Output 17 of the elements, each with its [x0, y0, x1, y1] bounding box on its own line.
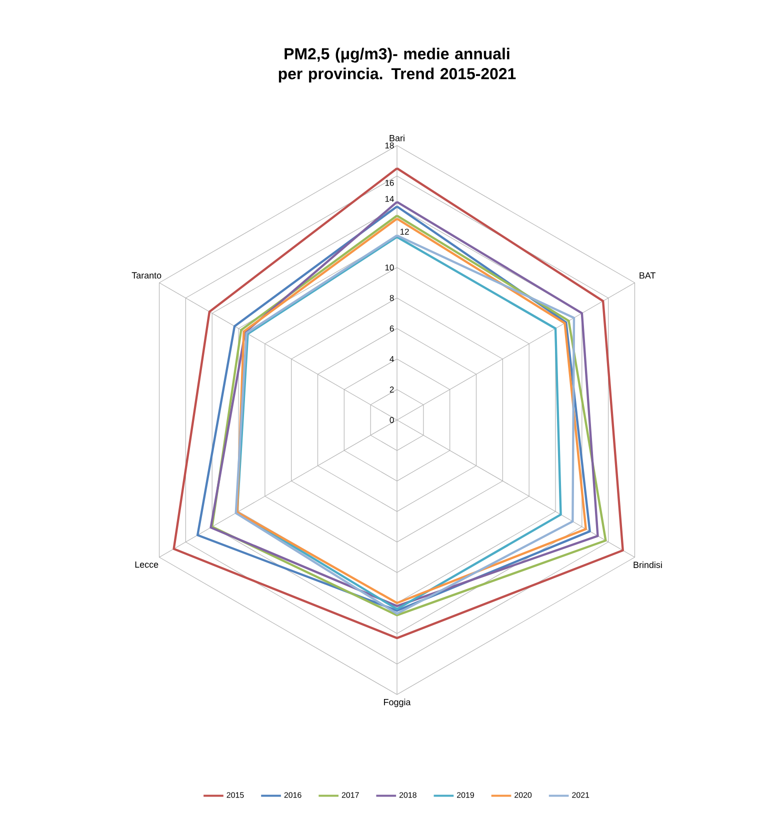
spoke-label: Brindisi [634, 561, 662, 568]
y-tick-label: 0 [390, 417, 394, 423]
y-tick-label: 10 [385, 264, 394, 270]
spoke-label: Taranto [132, 272, 162, 279]
y-tick-label: 4 [390, 356, 394, 362]
y-tick-label: 8 [390, 295, 394, 301]
y-tick-label: 14 [385, 196, 394, 202]
y-tick-label: 6 [390, 326, 394, 332]
spoke-label: Lecce [135, 561, 158, 568]
y-tick-label: 2 [390, 386, 394, 392]
spoke-label: BAT [640, 272, 656, 279]
y-tick-label: 12 [400, 228, 409, 235]
spoke-label: Bari [390, 134, 404, 142]
y-tick-label: 16 [385, 180, 394, 186]
chart-title: PM2,5 (μg/m3)- medie annuali per provincia. Trend 2015-2021 [278, 48, 516, 82]
y-tick-label: 18 [385, 142, 394, 148]
spoke-label: Foggia [384, 698, 411, 708]
